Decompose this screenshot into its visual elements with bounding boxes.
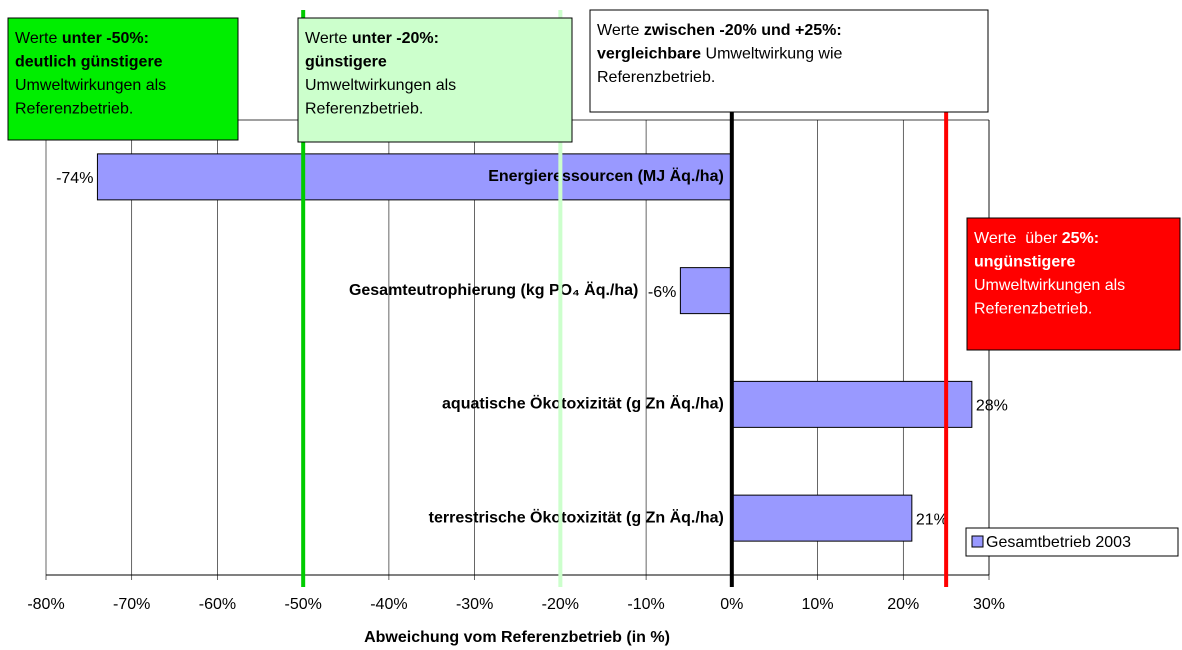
x-tick-label: 10% <box>802 596 834 613</box>
x-tick-label: 0% <box>720 596 743 613</box>
x-tick-label: -30% <box>456 596 493 613</box>
annotation-run: unter -50%: <box>62 30 149 47</box>
category-label: Energieressourcen (MJ Äq./ha) <box>488 167 724 185</box>
category-label: Gesamteutrophierung (kg PO₄ Äq./ha) <box>349 281 638 299</box>
annotation-run: Referenzbetrieb. <box>974 301 1092 318</box>
annotation-run: ungünstigere <box>974 254 1075 271</box>
legend-label: Gesamtbetrieb 2003 <box>986 534 1131 551</box>
legend-box <box>965 527 1179 557</box>
annotation-text: günstigere <box>305 54 387 71</box>
data-label: 21% <box>916 511 948 528</box>
annotation-run: Umweltwirkungen als <box>305 77 456 94</box>
annotation-box <box>297 17 573 143</box>
x-tick-label: -10% <box>627 596 664 613</box>
annotation-run: Umweltwirkung wie <box>701 46 842 63</box>
data-label: -6% <box>648 284 676 301</box>
bar <box>731 380 973 428</box>
annotation-text: Werte zwischen -20% und +25%: <box>597 22 842 39</box>
category-label: terrestrische Ökotoxizität (g Zn Äq./ha) <box>429 507 724 526</box>
annotation-box <box>7 17 239 141</box>
bar <box>731 494 913 542</box>
annotation-text: Umweltwirkungen als <box>15 77 166 94</box>
x-tick-label: -20% <box>542 596 579 613</box>
annotation-text: Referenzbetrieb. <box>305 101 423 118</box>
annotation-run: Umweltwirkungen als <box>974 277 1125 294</box>
annotation-run: günstigere <box>305 54 387 71</box>
legend-swatch <box>971 535 984 548</box>
data-label: 28% <box>976 398 1008 415</box>
x-tick-label: 30% <box>973 596 1005 613</box>
annotation-box <box>966 217 1181 351</box>
x-tick-label: -50% <box>285 596 322 613</box>
annotation-run: deutlich günstigere <box>15 54 163 71</box>
annotation-run: Werte <box>305 30 352 47</box>
annotation-run: Werte über <box>974 230 1062 247</box>
annotation-text: Werte unter -20%: <box>305 30 439 47</box>
annotation-text: Werte über 25%: <box>974 230 1099 247</box>
annotation-run: Referenzbetrieb. <box>305 101 423 118</box>
annotation-run: Referenzbetrieb. <box>15 101 133 118</box>
annotation-run: Referenzbetrieb. <box>597 69 715 86</box>
category-label: aquatische Ökotoxizität (g Zn Äq./ha) <box>442 394 724 413</box>
annotation-text: vergleichbare Umweltwirkung wie <box>597 46 843 63</box>
annotation-run: unter -20%: <box>352 30 439 47</box>
data-label: -74% <box>56 170 93 187</box>
annotation-run: 25%: <box>1062 230 1099 247</box>
x-tick-label: 20% <box>887 596 919 613</box>
bar <box>679 267 733 315</box>
x-tick-label: -40% <box>370 596 407 613</box>
annotation-run: vergleichbare <box>597 46 701 63</box>
annotation-text: Referenzbetrieb. <box>597 69 715 86</box>
annotation-text: Umweltwirkungen als <box>974 277 1125 294</box>
annotation-text: Referenzbetrieb. <box>974 301 1092 318</box>
annotation-run: zwischen -20% und +25%: <box>644 22 842 39</box>
x-tick-label: -70% <box>113 596 150 613</box>
x-tick-label: -60% <box>199 596 236 613</box>
annotation-box <box>589 9 989 113</box>
x-tick-label: -80% <box>27 596 64 613</box>
annotation-text: Referenzbetrieb. <box>15 101 133 118</box>
annotation-text: Umweltwirkungen als <box>305 77 456 94</box>
annotation-text: ungünstigere <box>974 254 1075 271</box>
annotation-text: deutlich günstigere <box>15 54 163 71</box>
annotation-run: Werte <box>15 30 62 47</box>
x-axis-label: Abweichung vom Referenzbetrieb (in %) <box>364 629 670 646</box>
annotation-run: Umweltwirkungen als <box>15 77 166 94</box>
annotation-run: Werte <box>597 22 644 39</box>
annotation-text: Werte unter -50%: <box>15 30 149 47</box>
